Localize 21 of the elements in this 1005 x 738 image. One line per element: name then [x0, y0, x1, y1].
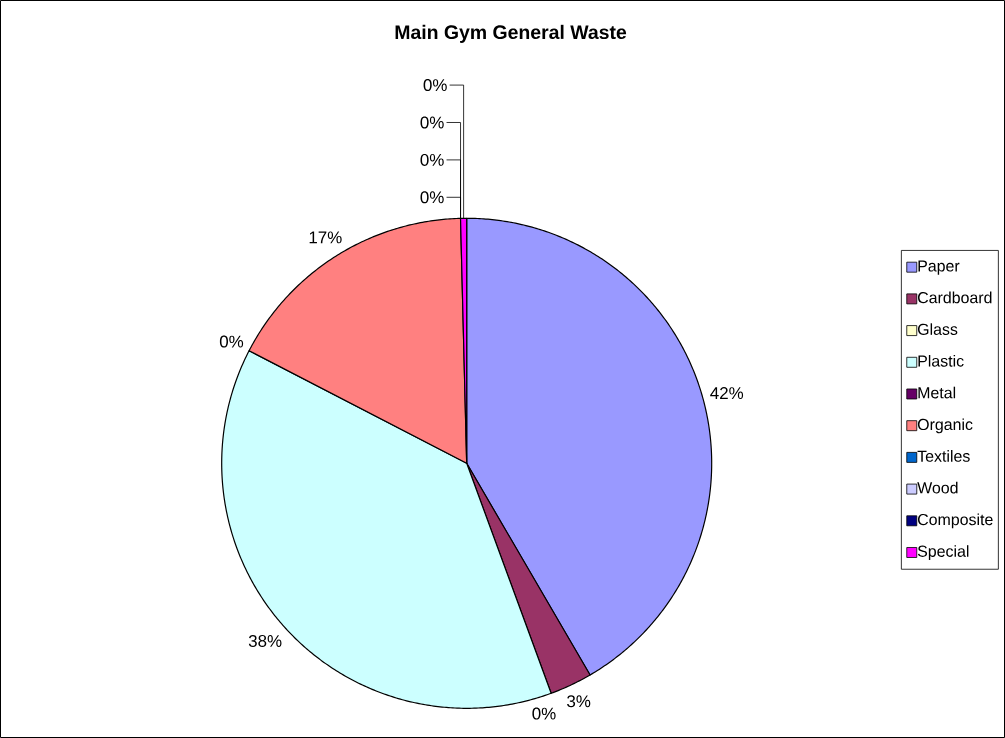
legend-label: Plastic	[918, 354, 964, 367]
legend-label: Composite	[917, 513, 993, 529]
legend-label: Textiles	[917, 450, 970, 462]
text: 0%	[420, 191, 444, 204]
data-label: 0%	[423, 79, 447, 92]
legend-label: Metal	[918, 386, 956, 399]
legend-label: Glass	[917, 323, 958, 335]
legend-label: Wood	[917, 481, 958, 494]
text: 0%	[420, 153, 444, 166]
chart-title: Main Gym General Waste	[395, 24, 627, 43]
text: 0%	[219, 335, 244, 348]
data-label: 42%	[710, 387, 744, 399]
text: 0%	[532, 707, 556, 720]
legend-label: Paper	[918, 260, 960, 275]
data-label: 17%	[309, 231, 342, 244]
data-label: 38%	[248, 635, 282, 647]
text: 0%	[420, 116, 444, 129]
legend-label: Cardboard	[917, 291, 992, 304]
legend-label: Special	[917, 545, 969, 561]
data-label: 3%	[567, 695, 591, 708]
legend-label: Organic	[917, 418, 973, 434]
